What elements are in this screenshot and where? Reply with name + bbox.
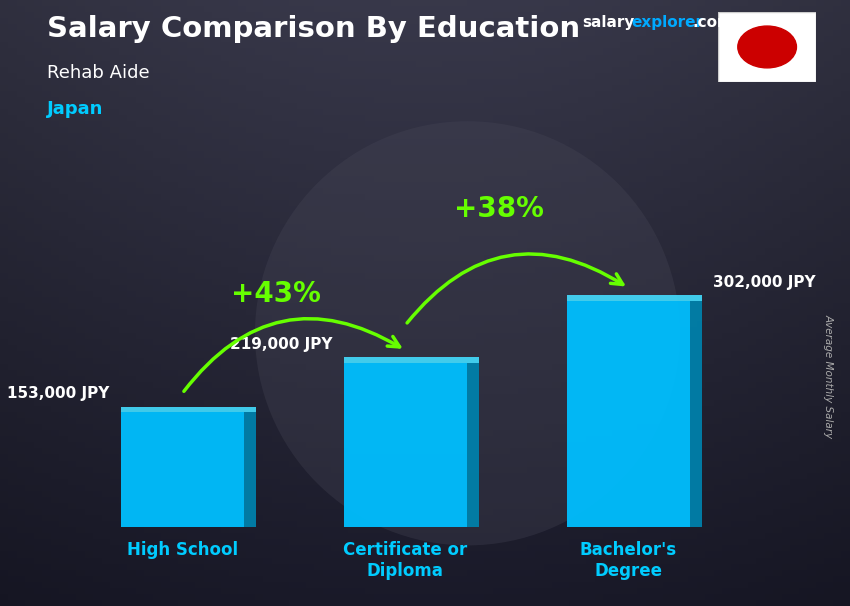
Bar bbox=[567, 295, 702, 301]
Text: explorer: explorer bbox=[632, 15, 704, 30]
Text: Japan: Japan bbox=[47, 100, 103, 118]
Text: +38%: +38% bbox=[454, 195, 544, 223]
Bar bbox=[244, 413, 256, 527]
Bar bbox=[121, 407, 256, 413]
Text: Salary Comparison By Education: Salary Comparison By Education bbox=[47, 15, 580, 43]
Text: 219,000 JPY: 219,000 JPY bbox=[230, 337, 333, 352]
Bar bbox=[344, 363, 467, 527]
Text: 153,000 JPY: 153,000 JPY bbox=[8, 387, 110, 401]
Text: salary: salary bbox=[582, 15, 635, 30]
Bar bbox=[121, 413, 244, 527]
Bar bbox=[467, 363, 479, 527]
Bar bbox=[690, 301, 702, 527]
Text: 302,000 JPY: 302,000 JPY bbox=[713, 275, 816, 290]
Bar bbox=[344, 357, 479, 363]
Circle shape bbox=[738, 26, 796, 68]
Bar bbox=[567, 301, 690, 527]
Text: +43%: +43% bbox=[231, 279, 320, 308]
Text: Rehab Aide: Rehab Aide bbox=[47, 64, 150, 82]
Text: Average Monthly Salary: Average Monthly Salary bbox=[824, 314, 834, 438]
Ellipse shape bbox=[255, 121, 680, 545]
Text: .com: .com bbox=[693, 15, 734, 30]
